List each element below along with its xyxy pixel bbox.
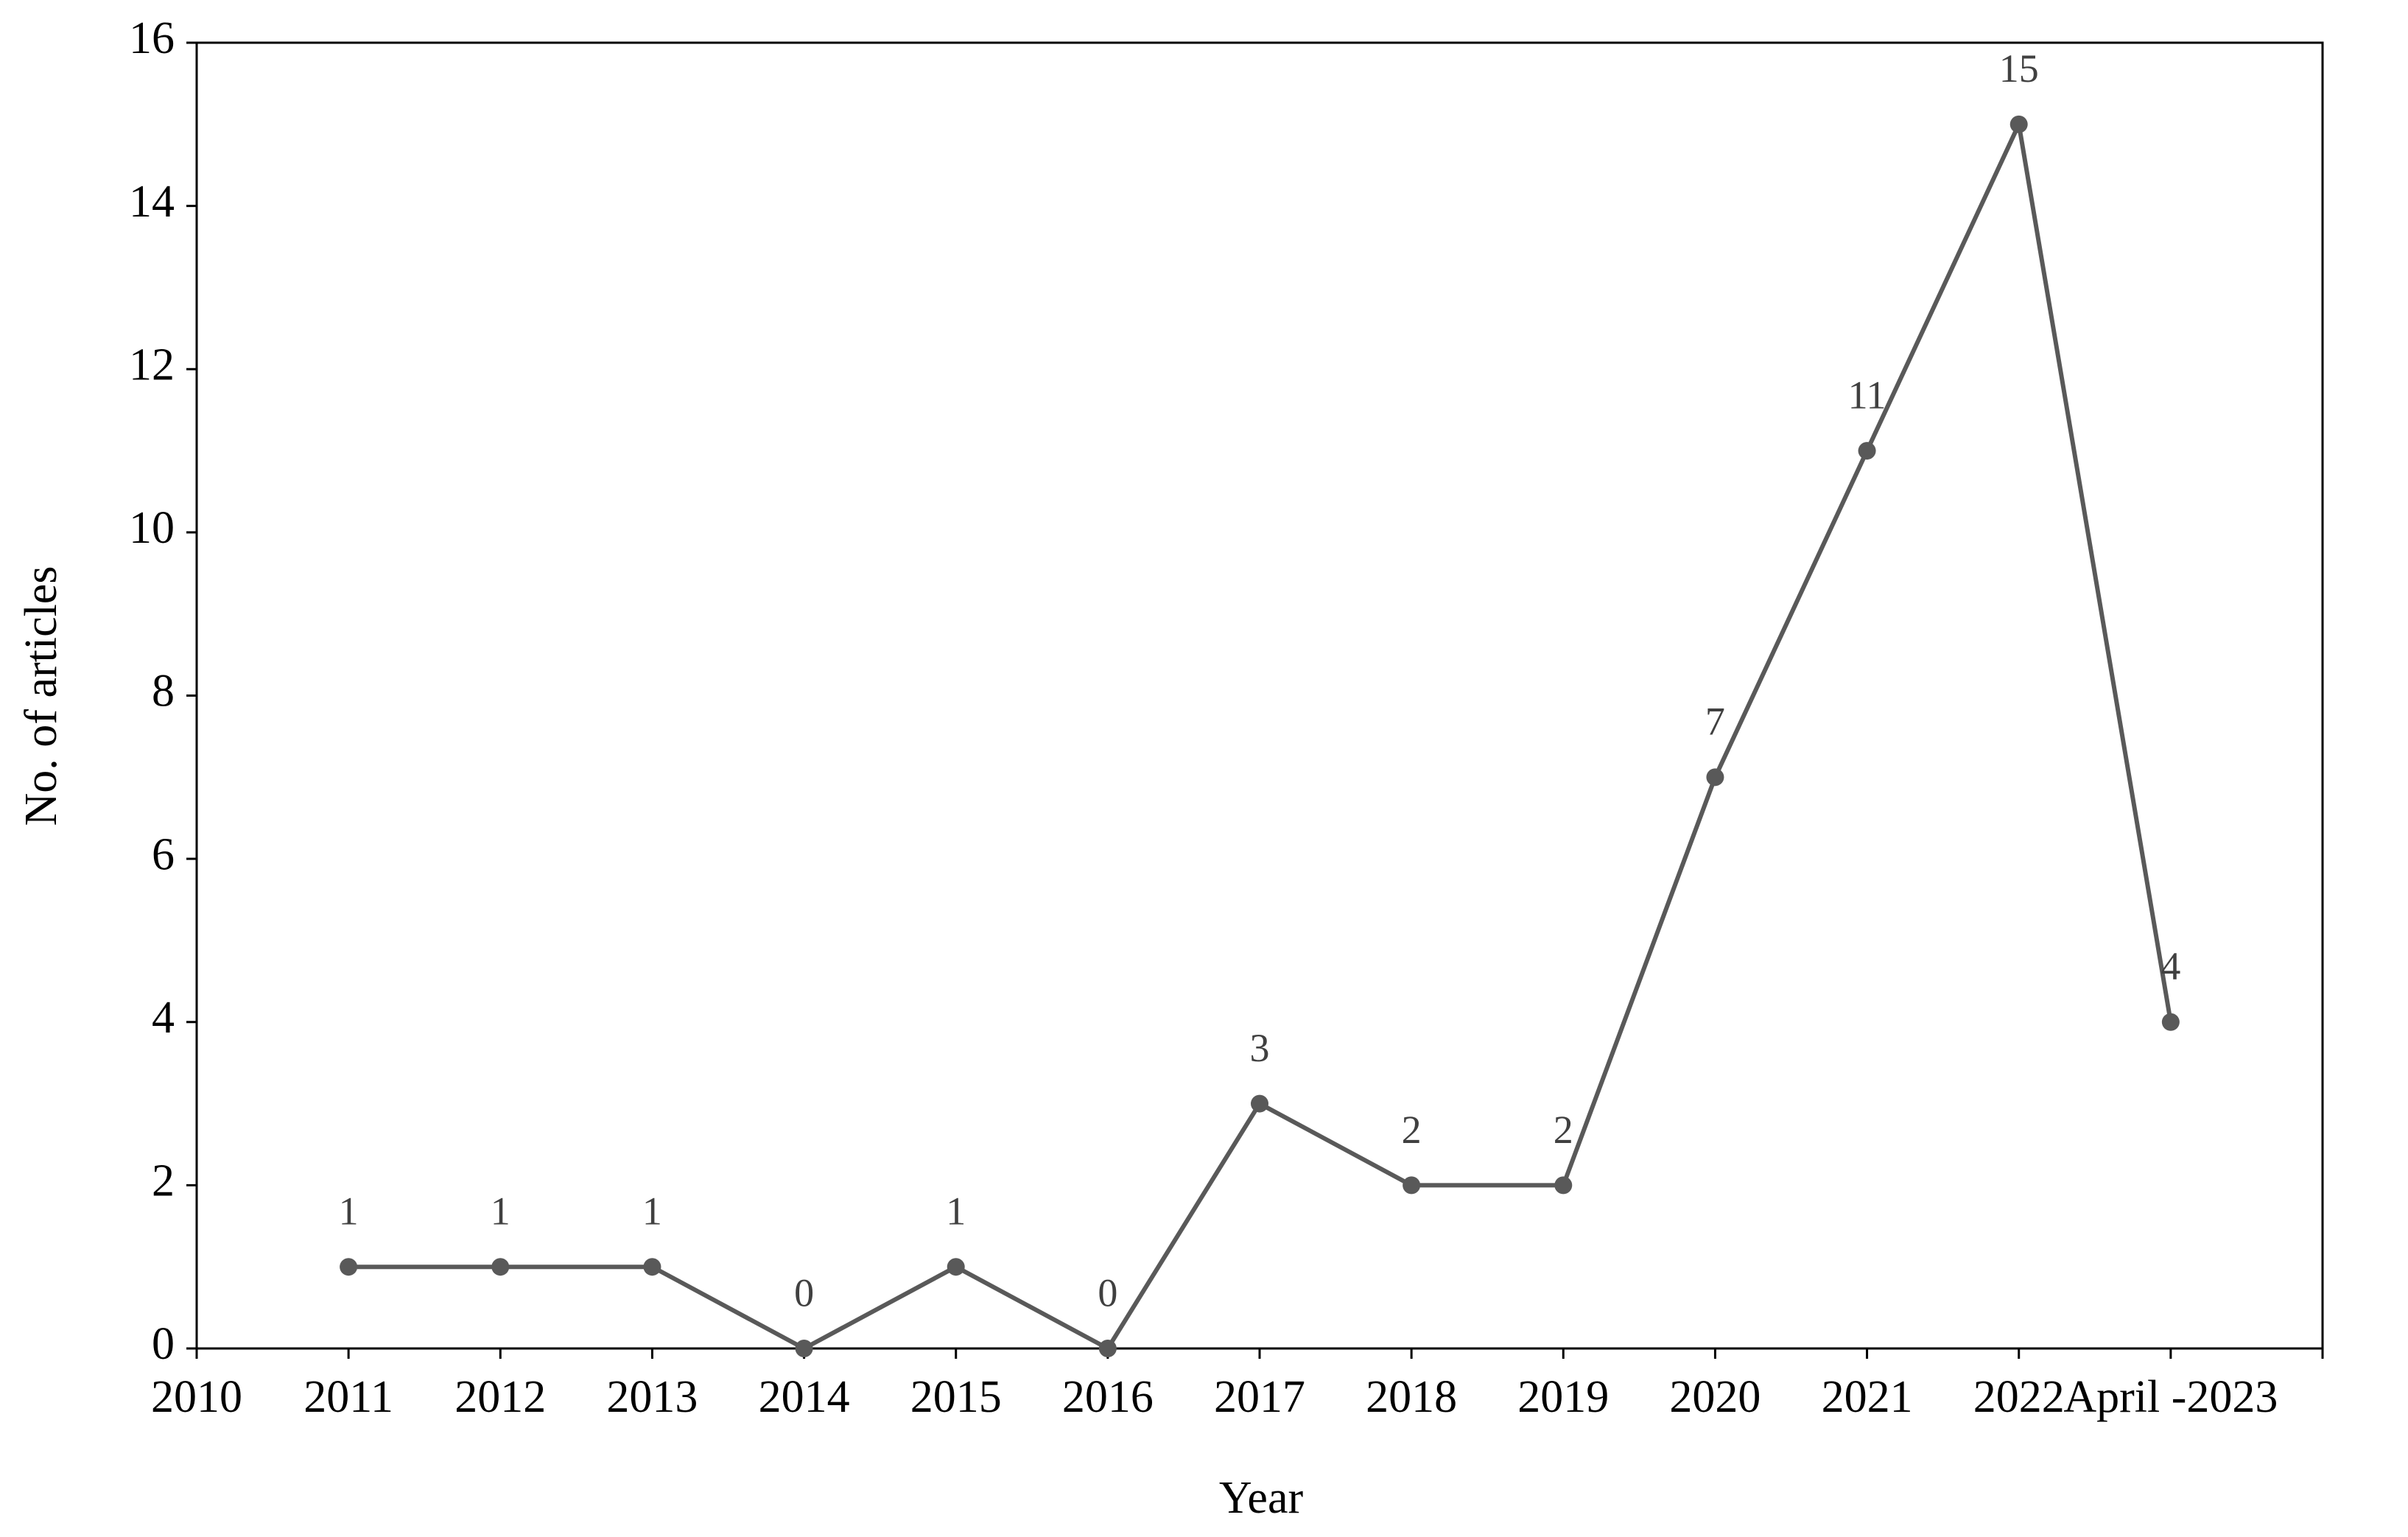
x-axis-title: Year	[1219, 1473, 1304, 1523]
data-label: 7	[1705, 700, 1725, 744]
data-label: 15	[1999, 46, 2039, 91]
y-tick-label: 0	[152, 1319, 175, 1369]
data-label: 11	[1848, 373, 1886, 417]
data-label: 1	[946, 1189, 966, 1234]
x-tick-label: 2015	[910, 1372, 1002, 1422]
data-point	[491, 1258, 510, 1276]
x-tick-label: April -2023	[2063, 1372, 2278, 1422]
x-tick-label: 2014	[759, 1372, 850, 1422]
y-tick-label: 8	[152, 666, 175, 717]
data-point	[2161, 1013, 2180, 1031]
data-label: 0	[794, 1270, 814, 1315]
data-point	[1098, 1340, 1117, 1357]
data-label: 2	[1402, 1108, 1422, 1152]
data-point	[1706, 768, 1724, 787]
data-point	[947, 1258, 965, 1276]
y-tick-label: 10	[129, 503, 175, 553]
data-label: 0	[1098, 1270, 1117, 1315]
x-tick-label: 2013	[606, 1372, 698, 1422]
x-tick-label: 2022	[1973, 1372, 2065, 1422]
y-tick-label: 6	[152, 829, 175, 879]
data-label: 2	[1554, 1108, 1573, 1152]
x-tick-label: 2018	[1366, 1372, 1457, 1422]
x-tick-label: 2021	[1822, 1372, 1913, 1422]
data-point	[2009, 115, 2028, 133]
x-tick-label: 2019	[1517, 1372, 1609, 1422]
data-label: 4	[2160, 944, 2180, 988]
x-tick-label: 2012	[454, 1372, 546, 1422]
data-point	[795, 1340, 813, 1357]
y-tick-label: 14	[129, 177, 175, 227]
y-axis-title: No. of articles	[16, 566, 66, 826]
data-point	[1858, 442, 1876, 460]
x-tick-label: 2011	[303, 1372, 393, 1422]
data-point	[340, 1258, 358, 1276]
data-point	[643, 1258, 661, 1276]
data-point	[1251, 1094, 1268, 1113]
data-label: 1	[642, 1189, 662, 1234]
x-tick-label: 2016	[1062, 1372, 1154, 1422]
plot-frame	[195, 41, 2324, 1350]
y-tick-label: 2	[152, 1156, 175, 1206]
y-tick-label: 16	[129, 13, 175, 63]
x-tick-label: 2020	[1669, 1372, 1761, 1422]
y-tick-label: 12	[129, 340, 175, 390]
x-tick-label: 2017	[1214, 1372, 1305, 1422]
x-tick-label: 2010	[151, 1372, 242, 1422]
y-tick-label: 4	[152, 993, 175, 1043]
data-point	[1403, 1176, 1421, 1195]
data-label: 1	[491, 1189, 510, 1234]
data-line	[348, 122, 2173, 1351]
data-label: 3	[1250, 1026, 1270, 1070]
data-point	[1554, 1176, 1573, 1195]
data-label: 1	[339, 1189, 359, 1234]
